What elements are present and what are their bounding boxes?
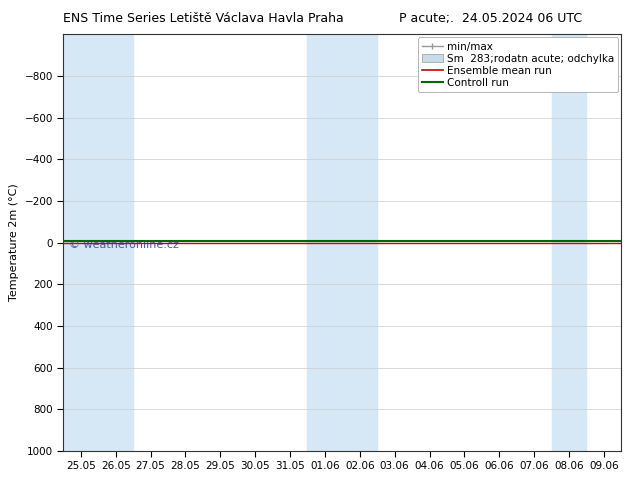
- Bar: [63, 34, 133, 451]
- Y-axis label: Temperature 2m (°C): Temperature 2m (°C): [9, 184, 19, 301]
- Bar: [307, 34, 377, 451]
- Text: ENS Time Series Letiště Václava Havla Praha: ENS Time Series Letiště Václava Havla Pr…: [63, 12, 344, 25]
- Bar: [552, 34, 586, 451]
- Legend: min/max, Sm  283;rodatn acute; odchylka, Ensemble mean run, Controll run: min/max, Sm 283;rodatn acute; odchylka, …: [418, 37, 618, 92]
- Text: © weatheronline.cz: © weatheronline.cz: [69, 241, 179, 250]
- Text: P acute;.  24.05.2024 06 UTC: P acute;. 24.05.2024 06 UTC: [399, 12, 583, 25]
